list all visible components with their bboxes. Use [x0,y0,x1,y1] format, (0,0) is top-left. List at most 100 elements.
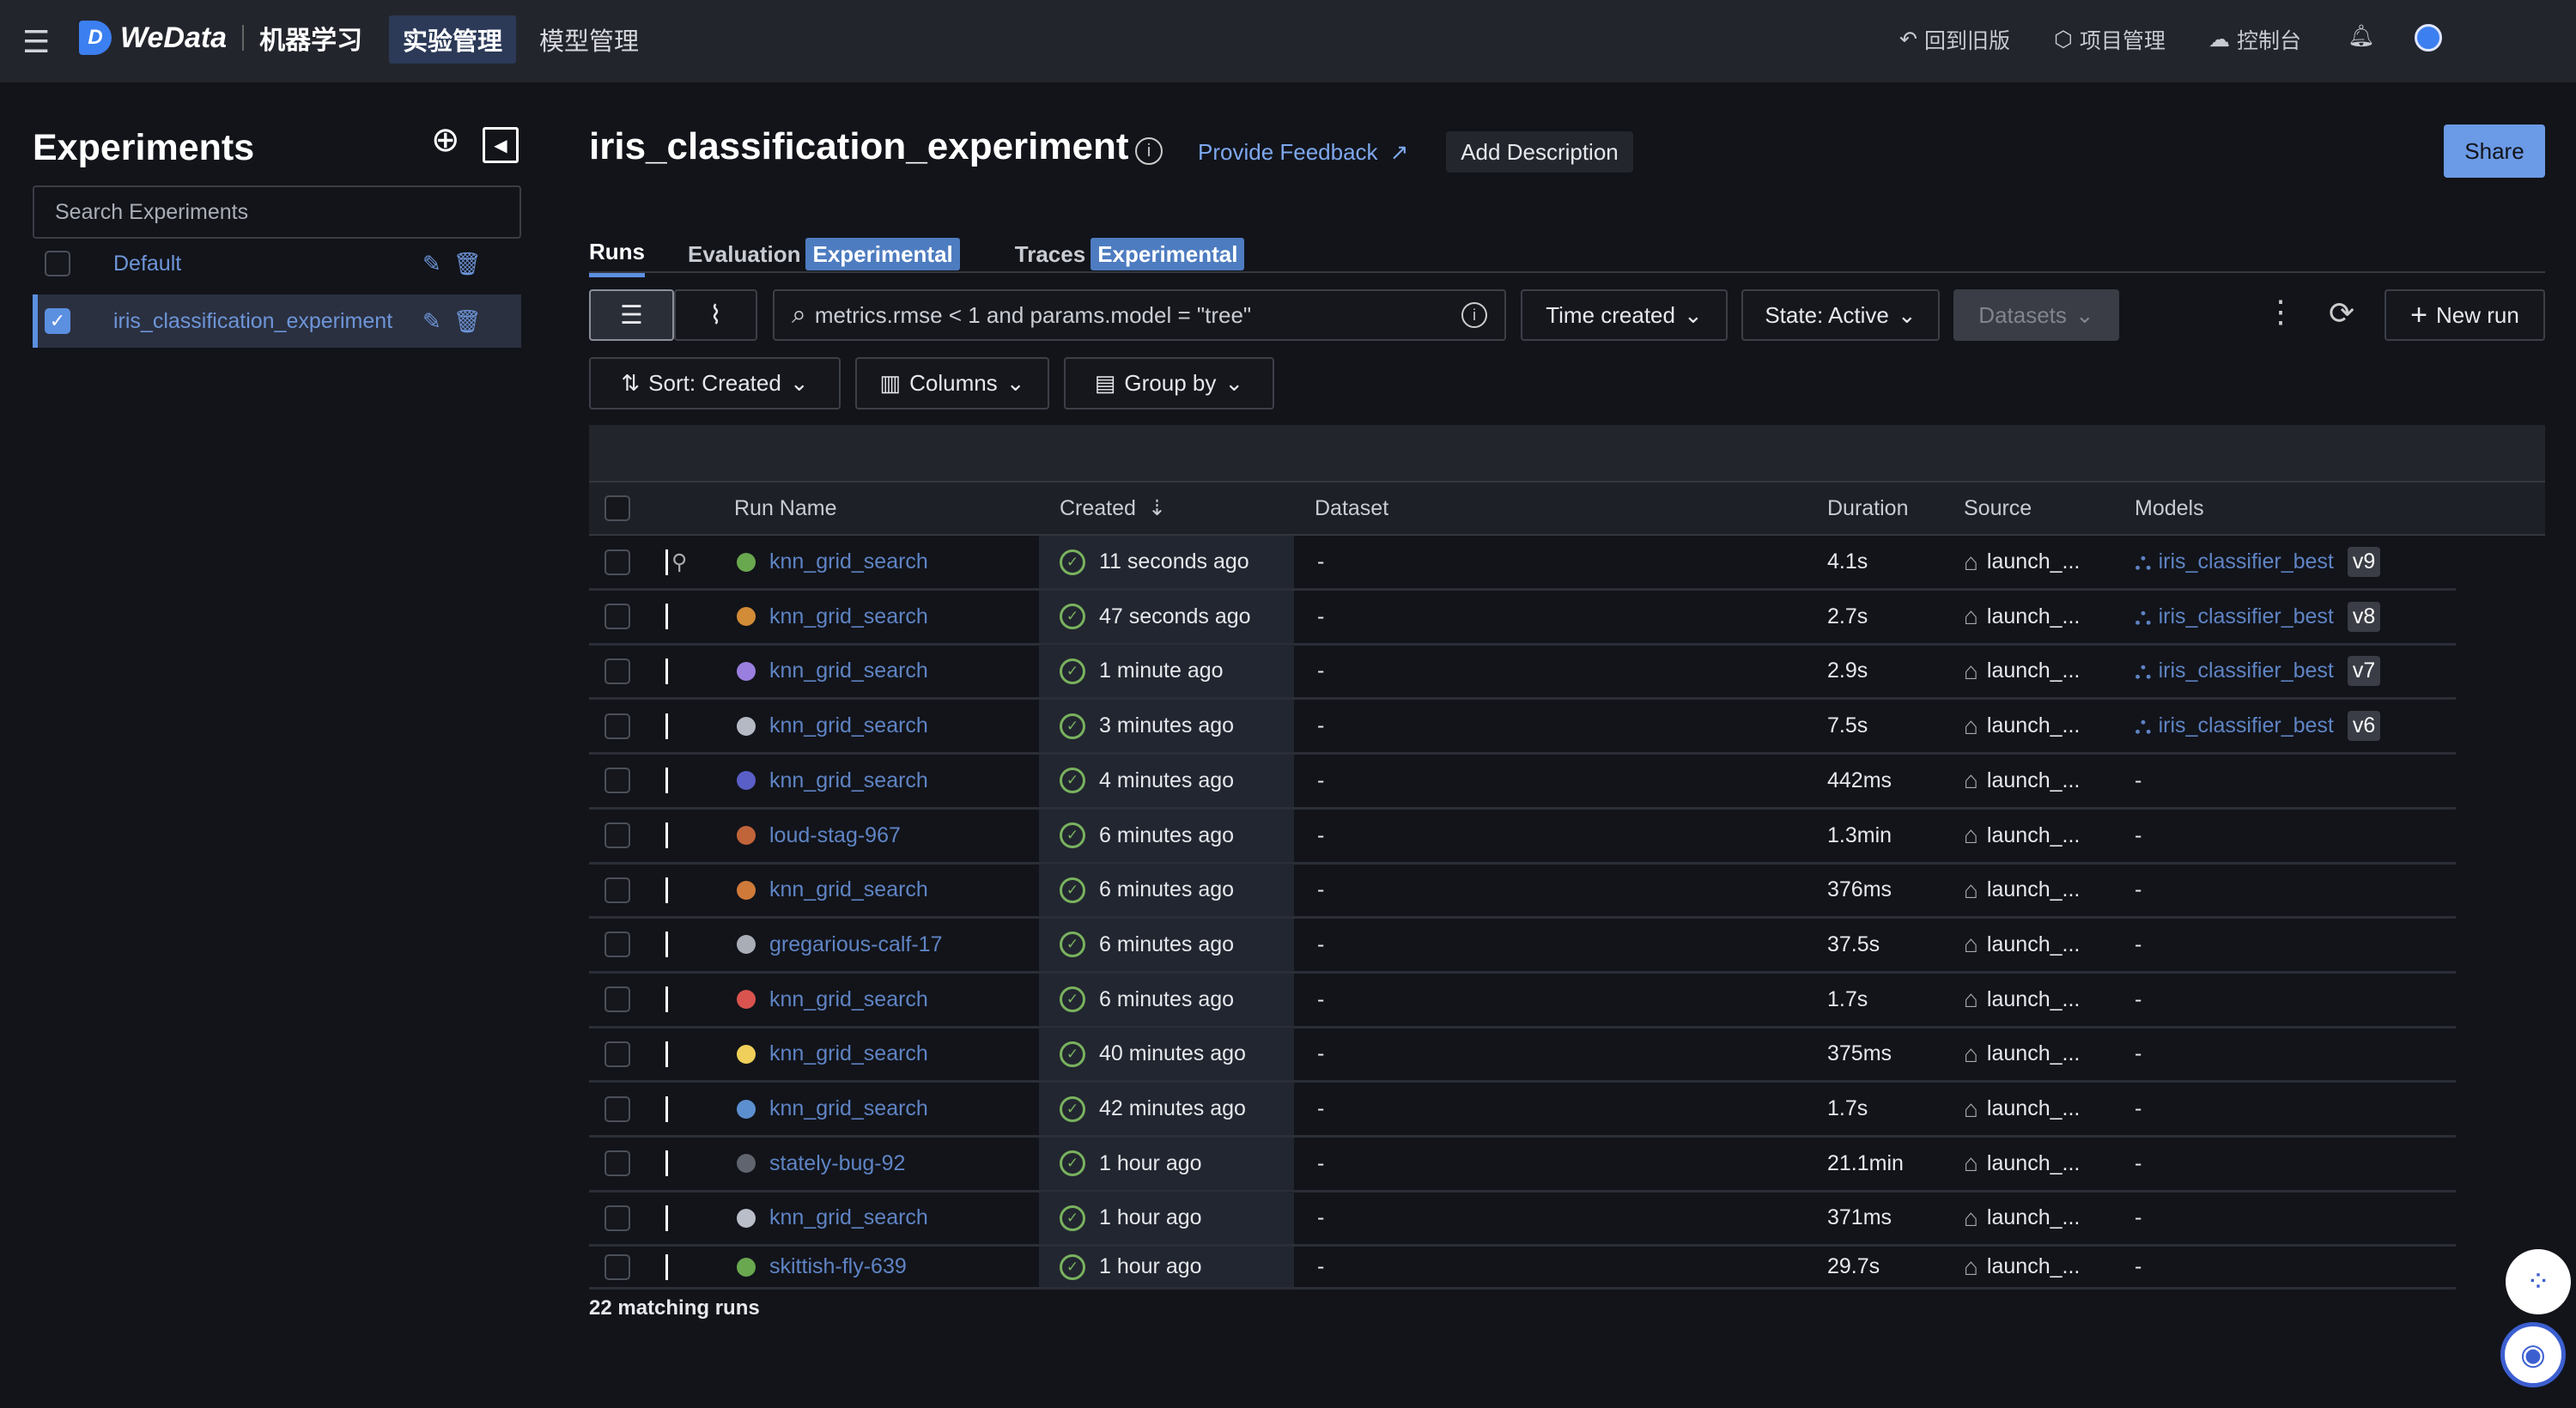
table-row[interactable]: knn_grid_search ✓ 3 minutes ago - 7.5s ⌂ l… [589,700,2456,756]
model-link[interactable]: iris_classifier_best [2158,549,2334,574]
header-duration[interactable]: Duration [1827,495,1909,520]
run-name-link[interactable]: knn_grid_search [769,1205,928,1230]
provide-feedback-link[interactable]: Provide Feedback ↗ [1198,139,1408,166]
run-color-dot[interactable] [737,1257,756,1277]
table-row[interactable]: knn_grid_search ✓ 1 hour ago - 371ms ⌂ lau… [589,1192,2456,1247]
row-checkbox[interactable] [605,1041,630,1067]
run-name-link[interactable]: knn_grid_search [769,549,928,574]
back-to-old-version-link[interactable]: ↶ 回到旧版 [1899,24,2010,55]
search-experiments-input[interactable]: Search Experiments [33,185,521,239]
new-run-button[interactable]: + New run [2385,289,2545,341]
source-value[interactable]: launch_... [1986,713,2081,738]
source-value[interactable]: launch_... [1986,822,2081,847]
console-link[interactable]: ☁ 控制台 [2208,24,2301,55]
run-name-link[interactable]: knn_grid_search [769,604,928,628]
source-value[interactable]: launch_... [1986,877,2081,902]
model-link[interactable]: iris_classifier_best [2158,658,2334,683]
source-value[interactable]: launch_... [1986,1096,2081,1120]
run-color-dot[interactable] [737,1099,756,1119]
table-row[interactable]: knn_grid_search ✓ 4 minutes ago - 442ms ⌂… [589,754,2456,810]
table-row[interactable]: knn_grid_search ✓ 1 minute ago - 2.9s ⌂ la… [589,645,2456,701]
row-checkbox[interactable] [605,1205,630,1231]
run-name-link[interactable]: gregarious-calf-17 [769,932,943,956]
table-row[interactable]: loud-stag-967 ✓ 6 minutes ago - 1.3min ⌂ l… [589,809,2456,865]
header-source[interactable]: Source [1964,495,2032,520]
run-name-link[interactable]: stately-bug-92 [769,1150,906,1175]
assistant-floating-button[interactable]: ◉ [2500,1322,2566,1387]
visibility-bar[interactable] [665,822,668,848]
state-dropdown[interactable]: State: Active ⌄ [1741,289,1940,341]
model-version-badge[interactable]: v6 [2347,711,2381,742]
run-name-link[interactable]: loud-stag-967 [769,822,901,847]
run-color-dot[interactable] [737,990,756,1010]
visibility-bar[interactable] [665,1205,668,1231]
run-name-link[interactable]: knn_grid_search [769,1041,928,1066]
run-color-dot[interactable] [737,661,756,681]
visibility-bar[interactable] [665,1041,668,1067]
run-color-dot[interactable] [737,771,756,791]
logo[interactable]: D WeData 机器学习 [79,19,362,57]
visibility-bar[interactable] [665,768,668,794]
experiment-checkbox[interactable]: ✓ [45,308,70,334]
table-row[interactable]: ⚲ knn_grid_search ✓ 11 seconds ago - 4.1s… [589,536,2456,591]
info-icon[interactable]: i [1135,137,1163,165]
row-checkbox[interactable] [605,549,630,575]
row-checkbox[interactable] [605,1095,630,1122]
run-color-dot[interactable] [737,607,756,627]
row-checkbox[interactable] [605,986,630,1013]
header-models[interactable]: Models [2135,495,2204,520]
experiment-item-iris[interactable]: ✓ iris_classification_experiment ✎ 🗑︎ [33,294,521,348]
run-search-input[interactable]: ⌕ metrics.rmse < 1 and params.model = "tr… [773,289,1506,341]
visibility-bar[interactable] [665,1095,668,1122]
row-checkbox[interactable] [605,1253,630,1280]
chart-view-toggle[interactable]: ⌇ [674,289,757,341]
project-management-link[interactable]: ⬡ 项目管理 [2054,24,2166,55]
run-color-dot[interactable] [737,552,756,572]
run-name-link[interactable]: knn_grid_search [769,986,928,1011]
add-description-button[interactable]: Add Description [1446,131,1633,173]
model-link[interactable]: iris_classifier_best [2158,604,2334,628]
group-by-dropdown[interactable]: ▤ Group by ⌄ [1064,357,1274,410]
header-created[interactable]: Created ⇣ [1060,482,1166,534]
table-row[interactable]: skittish-fly-639 ✓ 1 hour ago - 29.7s ⌂ la… [589,1247,2456,1290]
row-checkbox[interactable] [605,877,630,903]
experiment-item-default[interactable]: Default ✎ 🗑︎ [33,237,521,290]
table-row[interactable]: knn_grid_search ✓ 42 minutes ago - 1.7s ⌂… [589,1083,2456,1138]
run-color-dot[interactable] [737,826,756,845]
run-color-dot[interactable] [737,1208,756,1228]
source-value[interactable]: launch_... [1986,658,2081,683]
row-checkbox[interactable] [605,713,630,739]
bell-icon[interactable]: 🔔︎ [2348,24,2375,48]
avatar[interactable] [2415,24,2442,52]
source-value[interactable]: launch_... [1986,1041,2081,1066]
row-checkbox[interactable] [605,768,630,794]
row-checkbox[interactable] [605,822,630,848]
run-name-link[interactable]: knn_grid_search [769,768,928,792]
table-row[interactable]: stately-bug-92 ✓ 1 hour ago - 21.1min ⌂ la… [589,1137,2456,1193]
sort-desc-icon[interactable]: ⇣ [1147,496,1166,520]
experiment-checkbox[interactable] [45,251,70,276]
datasets-dropdown[interactable]: Datasets ⌄ [1953,289,2119,341]
source-value[interactable]: launch_... [1986,1205,2081,1230]
source-value[interactable]: launch_... [1986,604,2081,628]
row-checkbox[interactable] [605,658,630,684]
tab-evaluation[interactable]: Evaluation Experimental [688,238,960,270]
model-link[interactable]: iris_classifier_best [2158,713,2334,738]
model-version-badge[interactable]: v7 [2347,656,2381,687]
collapse-sidebar-icon[interactable]: ◀ [483,127,519,163]
run-color-dot[interactable] [737,1044,756,1064]
table-row[interactable]: knn_grid_search ✓ 40 minutes ago - 375ms … [589,1028,2456,1083]
nav-model-management[interactable]: 模型管理 [539,28,640,56]
visibility-bar[interactable] [665,713,668,739]
run-color-dot[interactable] [737,935,756,955]
select-all-checkbox[interactable] [605,495,630,521]
visibility-bar[interactable] [665,986,668,1013]
header-dataset[interactable]: Dataset [1315,495,1389,520]
columns-dropdown[interactable]: ▥ Columns ⌄ [855,357,1049,410]
table-row[interactable]: gregarious-calf-17 ✓ 6 minutes ago - 37.5… [589,918,2456,974]
trash-icon[interactable]: 🗑︎ [453,250,482,276]
visibility-bar[interactable] [665,549,668,575]
share-button[interactable]: Share [2444,124,2545,178]
info-icon[interactable]: i [1461,302,1487,328]
model-version-badge[interactable]: v8 [2347,601,2381,632]
